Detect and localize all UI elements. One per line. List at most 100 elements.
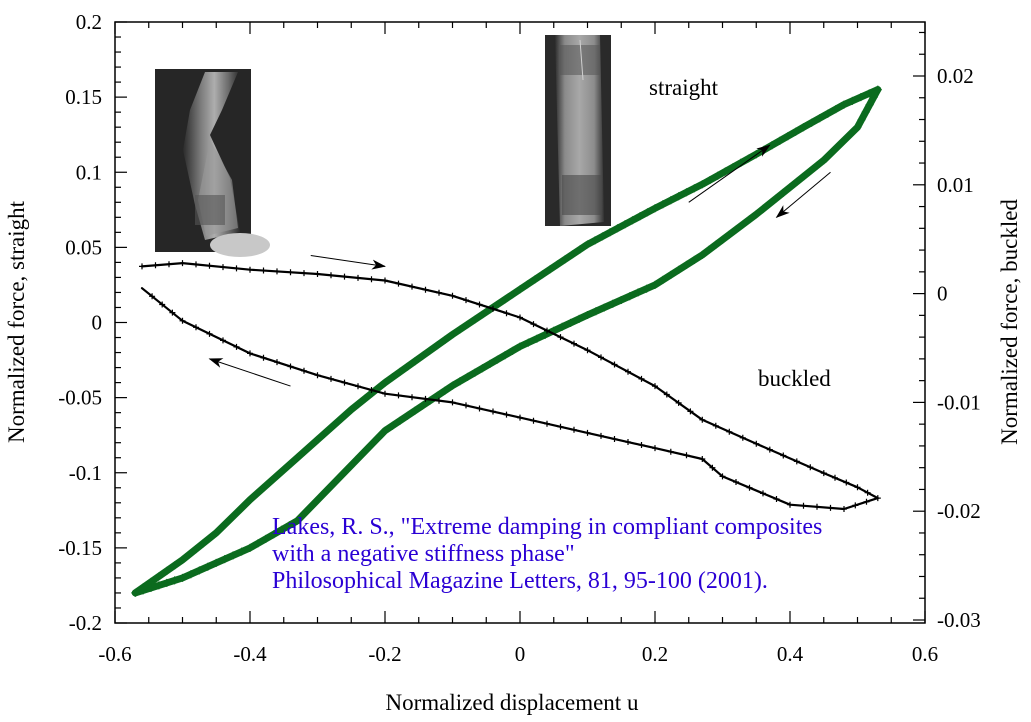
buckled-data-point <box>193 261 199 268</box>
series-straight <box>131 85 882 597</box>
buckled-data-point <box>395 280 402 287</box>
straight-data-point <box>411 406 419 415</box>
buckled-data-point <box>863 498 870 505</box>
straight-data-point <box>606 228 614 237</box>
buckled-data-point <box>368 276 375 283</box>
straight-data-point <box>212 528 221 537</box>
straight-data-point <box>418 351 427 360</box>
annotation-straight: straight <box>649 75 719 100</box>
straight-data-point <box>403 362 412 371</box>
x-tick-label: 0.6 <box>912 642 938 666</box>
straight-data-point <box>531 275 539 284</box>
buckled-data-point <box>807 464 814 471</box>
straight-data-point <box>448 381 457 390</box>
straight-data-point <box>192 545 200 554</box>
y-left-tick-label: 0.15 <box>65 85 102 109</box>
straight-data-point <box>651 280 659 289</box>
buckled-data-point <box>544 327 550 334</box>
buckled-data-point <box>766 446 773 453</box>
straight-data-point <box>538 270 547 279</box>
straight-loading-arrow <box>688 144 771 203</box>
y-left-tick-label: 0.05 <box>65 235 102 259</box>
straight-data-point <box>219 522 227 531</box>
buckled-data-point <box>827 504 834 511</box>
buckled-data-point <box>206 330 213 337</box>
straight-data-point <box>441 386 449 395</box>
buckled-data-point <box>780 452 787 459</box>
buckled-data-point <box>584 429 591 436</box>
buckled-data-point <box>712 422 719 429</box>
buckled-data-point <box>382 390 388 397</box>
straight-data-point <box>229 551 238 560</box>
straight-data-point <box>411 357 419 366</box>
annotation-buckled: buckled <box>758 366 831 391</box>
buckled-data-point <box>328 375 334 382</box>
straight-data-point <box>205 534 214 543</box>
straight-data-point <box>698 180 707 189</box>
straight-data-point <box>856 93 865 102</box>
straight-data-point <box>819 156 828 165</box>
straight-data-point <box>576 245 584 254</box>
buckled-data-point <box>864 489 871 496</box>
buckled-data-point <box>530 321 537 328</box>
straight-data-point <box>617 296 626 304</box>
buckled-data-point <box>463 402 469 409</box>
straight-data-point <box>456 325 464 334</box>
buckled-data-point <box>449 292 456 299</box>
straight-data-point <box>324 484 333 493</box>
y-left-tick-label: 0.2 <box>76 10 102 34</box>
buckled-data-point <box>169 309 176 316</box>
straight-data-point <box>246 543 254 552</box>
straight-data-point <box>232 509 241 517</box>
straight-data-point <box>139 586 148 595</box>
y-left-tick-label: -0.15 <box>58 536 102 560</box>
buckled-data-point <box>341 379 348 386</box>
x-tick-label: -0.2 <box>368 642 401 666</box>
straight-data-point <box>516 342 524 351</box>
straight-data-point <box>799 123 808 132</box>
buckled-data-point <box>584 347 591 354</box>
straight-data-point <box>598 232 607 241</box>
x-tick-label: 0.2 <box>642 642 668 666</box>
buckled-data-point <box>314 271 321 277</box>
straight-data-point <box>441 335 449 344</box>
straight-data-point <box>729 163 738 172</box>
buckled-data-point <box>476 301 483 308</box>
buckled-data-point <box>787 501 793 508</box>
straight-data-point <box>541 330 550 339</box>
straight-data-point <box>269 530 278 539</box>
buckled-data-point <box>733 479 739 485</box>
buckled-data-point <box>753 440 760 447</box>
straight-data-point <box>853 123 862 132</box>
y-left-tick-label: 0.1 <box>76 160 102 184</box>
straight-data-point <box>806 167 815 175</box>
buckled-data-point <box>820 470 827 477</box>
buckled-data-point <box>517 314 523 321</box>
buckled-data-point <box>395 392 402 399</box>
buckled-data-point <box>247 266 253 273</box>
straight-data-point <box>471 368 479 377</box>
straight-data-point <box>456 377 464 386</box>
straight-data-point <box>354 400 362 409</box>
buckled-data-point <box>368 387 375 393</box>
buckled-data-point <box>287 363 294 370</box>
buckled-data-point <box>793 458 800 465</box>
straight-data-point <box>869 93 878 102</box>
buckled-data-point <box>422 395 429 402</box>
straight-data-point <box>642 284 651 293</box>
buckled-data-point <box>571 340 577 347</box>
buckled-data-point <box>699 416 706 423</box>
straight-data-point <box>711 240 720 249</box>
buckled-data-point <box>625 439 631 445</box>
buckled-data-point <box>139 263 145 270</box>
y-right-tick-label: -0.01 <box>937 390 981 414</box>
buckled-data-point <box>287 269 294 276</box>
straight-data-point <box>621 220 629 229</box>
straight-data-point <box>299 510 308 519</box>
straight-data-point <box>718 235 727 244</box>
buckled-data-point <box>814 503 820 510</box>
buckled-data-point <box>841 506 847 512</box>
straight-data-point <box>674 265 683 274</box>
straight-data-point <box>327 423 335 432</box>
buckled-data-point <box>233 265 240 272</box>
